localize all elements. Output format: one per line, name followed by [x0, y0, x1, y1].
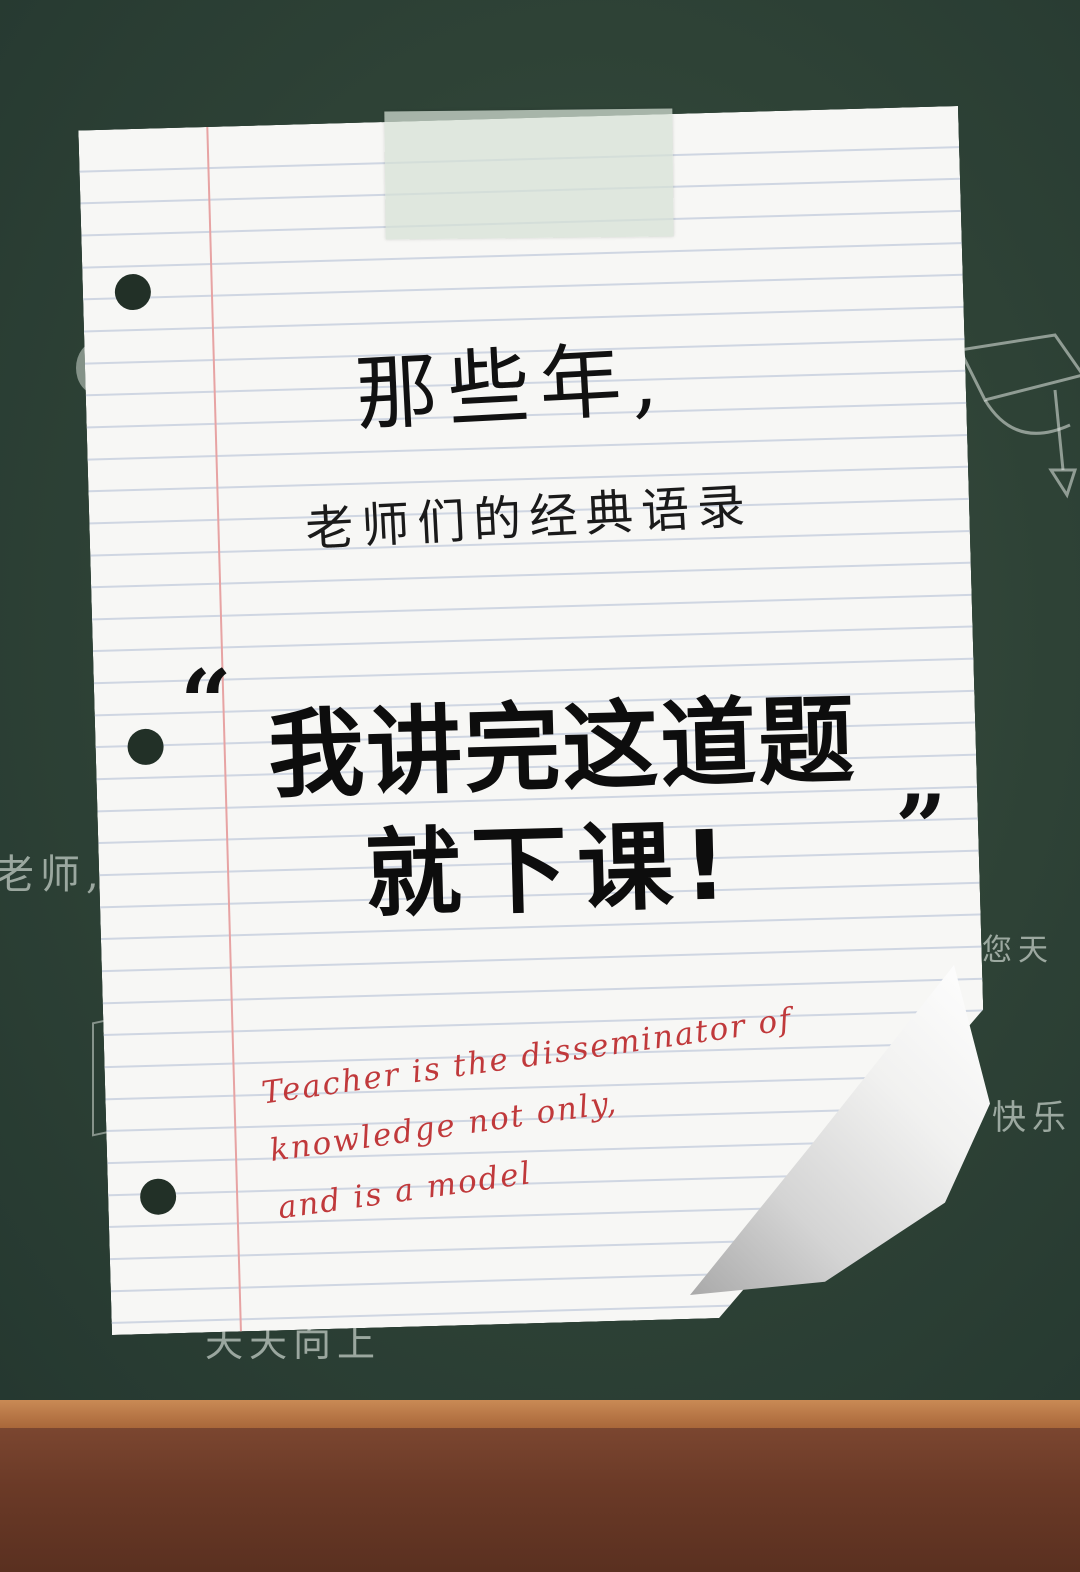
chalk-text-right-top: 您天 [982, 933, 1054, 968]
page-title: 那些年, [353, 331, 670, 444]
chalk-ledge [0, 1428, 1080, 1572]
quote-open-mark: “ [180, 650, 232, 756]
chalk-ledge-top [0, 1400, 1080, 1428]
punch-hole-top [114, 274, 151, 311]
quote-close-mark: ” [895, 775, 947, 881]
chalk-text-left: 老师, [0, 852, 105, 898]
chalk-text-right-bottom: 快乐 [992, 1098, 1072, 1138]
punch-hole-middle [127, 728, 164, 765]
quote-line-2: 就下课! [363, 809, 739, 931]
graduation-cap-icon [957, 333, 1080, 499]
punch-hole-bottom [140, 1178, 177, 1215]
masking-tape [384, 108, 674, 240]
